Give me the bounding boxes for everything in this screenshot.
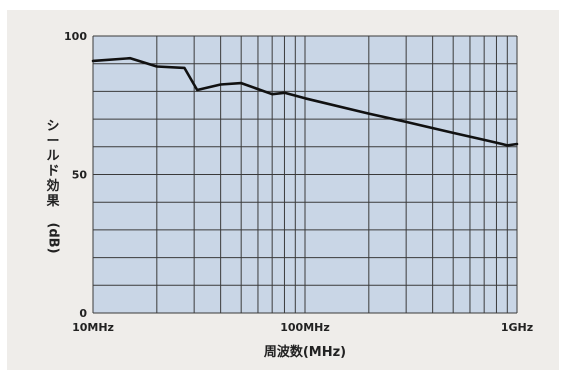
x-tick-label: 100MHz bbox=[280, 321, 330, 334]
y-axis-label-char: 果 bbox=[45, 194, 59, 209]
x-axis-label: 周波数(MHz) bbox=[264, 344, 346, 360]
x-tick-label: 1GHz bbox=[501, 321, 533, 334]
y-tick-label: 50 bbox=[72, 169, 88, 182]
y-axis-label-char: ル bbox=[46, 149, 59, 164]
y-axis-label-char: 効 bbox=[46, 178, 59, 194]
y-axis-label-char: ー bbox=[46, 134, 59, 149]
chart-panel: 10MHz 100MHz 1GHz 0 50 100 周波数(MHz) シールド効果 (dB… bbox=[7, 10, 559, 370]
y-axis-label-char: シ bbox=[46, 119, 59, 134]
gridlines bbox=[93, 36, 517, 313]
y-axis-label-char: ド bbox=[46, 164, 59, 179]
y-tick-label: 0 bbox=[79, 307, 87, 320]
x-tick-label: 10MHz bbox=[72, 321, 114, 334]
y-tick-label: 100 bbox=[64, 30, 87, 43]
y-axis-unit: (dB) bbox=[46, 222, 61, 253]
